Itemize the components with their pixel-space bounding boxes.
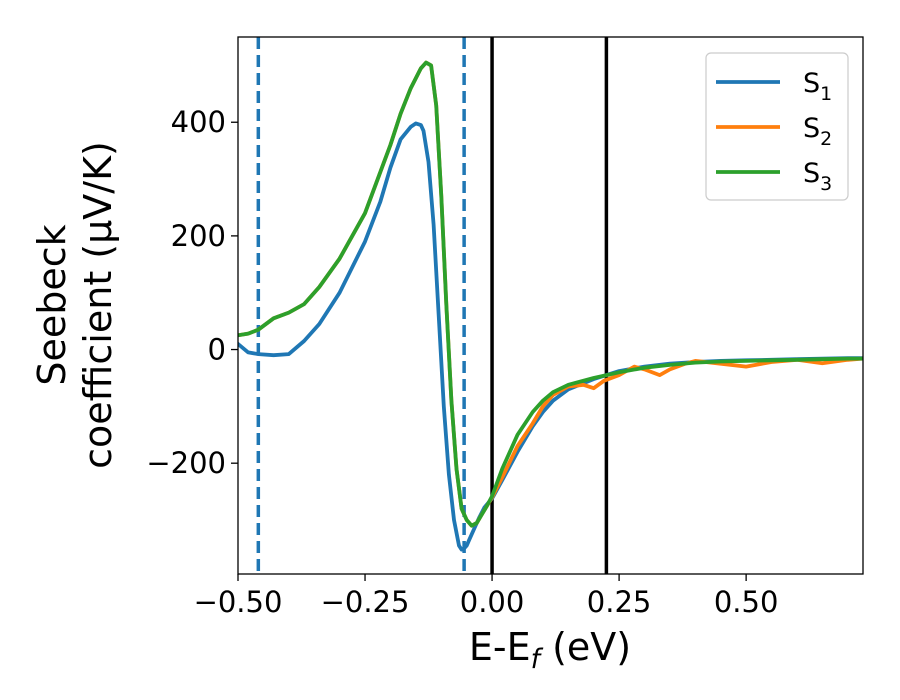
x-tick-label-3: 0.25 bbox=[587, 585, 652, 619]
x-tick-label-0: −0.50 bbox=[194, 585, 283, 619]
plot-frame bbox=[237, 36, 864, 575]
x-tick-label-2: 0.00 bbox=[460, 585, 525, 619]
series-group bbox=[238, 60, 863, 552]
y-tick-label-0: −200 bbox=[146, 446, 226, 480]
reference-lines bbox=[256, 37, 609, 574]
legend-label-2: S2 bbox=[803, 113, 832, 150]
y-axis-label-line2: coefficient (μV/K) bbox=[76, 141, 120, 469]
x-axis: −0.50 −0.25 0.00 0.25 0.50 bbox=[194, 574, 779, 619]
x-axis-label: E-Ef (eV) bbox=[469, 625, 631, 675]
legend-label-1: S1 bbox=[803, 68, 832, 105]
x-tick-label-1: −0.25 bbox=[321, 585, 410, 619]
y-tick-label-1: 0 bbox=[208, 333, 226, 367]
legend-label-3: S3 bbox=[803, 158, 832, 195]
legend: S1 S2 S3 bbox=[705, 52, 849, 201]
y-axis-label-line1: Seebeck bbox=[30, 224, 74, 385]
y-axis-label: Seebeck coefficient (μV/K) bbox=[30, 141, 120, 469]
y-axis: −200 0 200 400 bbox=[146, 105, 238, 480]
y-tick-label-3: 400 bbox=[171, 105, 226, 139]
y-tick-label-2: 200 bbox=[171, 219, 226, 253]
series-line-3 bbox=[238, 60, 863, 528]
x-tick-label-4: 0.50 bbox=[714, 585, 779, 619]
